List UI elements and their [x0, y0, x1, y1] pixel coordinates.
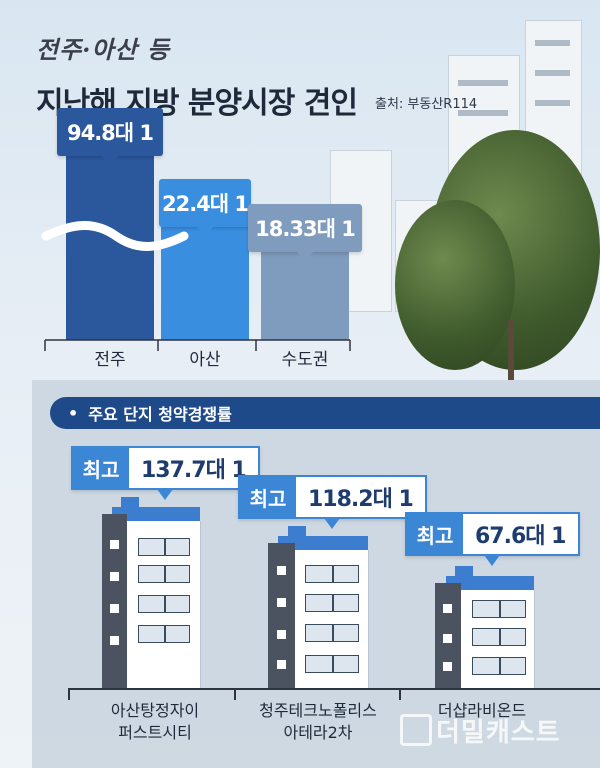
source-note: 출처: 부동산R114: [375, 97, 478, 112]
axis-tick: [68, 688, 70, 700]
tree-illustration: [395, 200, 515, 370]
category-label: 아산: [189, 350, 221, 370]
callout-complex-3: 최고 67.6대 1: [405, 512, 580, 566]
complex-value: 118.2대 1: [308, 487, 414, 512]
bar-전주: [66, 142, 154, 340]
callout-complex-2: 최고 118.2대 1: [238, 475, 427, 529]
complex-label-1: 아산탕정자이 퍼스트시티: [76, 700, 234, 744]
axis-break-wave: [41, 221, 189, 251]
bar-value-label-jeonju: 94.8대 1: [57, 108, 163, 165]
callout-complex-1: 최고 137.7대 1: [71, 446, 260, 500]
regional-competition-chart: 전주 아산 수도권: [41, 142, 351, 370]
max-tag: 최고: [407, 514, 463, 554]
panel-baseline: [68, 688, 600, 690]
complex-name-line1: 더샵라비온드: [437, 701, 527, 720]
category-label: 수도권: [282, 350, 329, 370]
complex-name-line2: 아테라2차: [283, 723, 353, 742]
max-tag: 최고: [240, 477, 296, 517]
bar-value-label-capital: 18.33대 1: [248, 204, 362, 262]
bar-value-label-asan: 22.4대 1: [159, 179, 251, 237]
panel-header: • 주요 단지 청약경쟁률: [50, 397, 600, 429]
subtitle: 전주·아산 등: [36, 35, 171, 64]
category-label: 전주: [94, 350, 125, 370]
complex-value: 67.6대 1: [475, 524, 566, 549]
watermark-logo-icon: [400, 714, 432, 746]
panel-header-label: 주요 단지 청약경쟁률: [88, 405, 232, 424]
axis-tick: [399, 688, 401, 700]
complex-name-line2: 퍼스트시티: [118, 723, 192, 742]
complex-label-3: 더샵라비온드: [402, 700, 562, 722]
complex-label-2: 청주테크노폴리스 아테라2차: [236, 700, 400, 744]
axis-tick: [234, 688, 236, 700]
watermark: 더밀캐스트: [436, 718, 561, 748]
complex-value: 137.7대 1: [141, 458, 247, 483]
complex-name-line1: 청주테크노폴리스: [259, 701, 377, 720]
bullet-icon: •: [68, 403, 79, 423]
max-tag: 최고: [73, 448, 129, 488]
complex-name-line1: 아산탕정자이: [110, 701, 200, 720]
